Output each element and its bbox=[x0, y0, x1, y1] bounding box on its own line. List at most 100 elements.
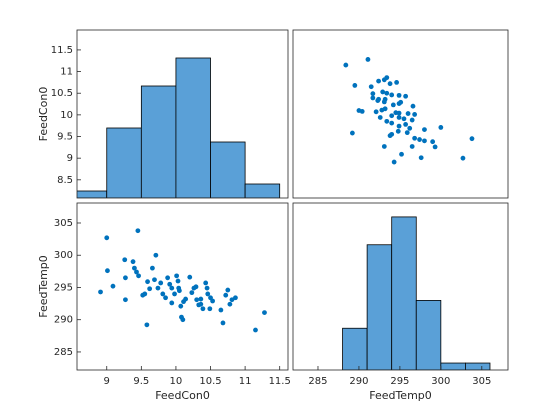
scatter-point bbox=[165, 275, 171, 281]
scatter-point bbox=[163, 295, 168, 301]
scatter-point bbox=[262, 310, 267, 316]
scatter-point bbox=[412, 112, 418, 117]
scatter-point bbox=[153, 252, 159, 258]
scatter-point bbox=[407, 125, 413, 131]
scatter-point bbox=[160, 291, 166, 297]
x-tick-label: 11 bbox=[239, 376, 252, 387]
scatter-point bbox=[422, 127, 427, 132]
scatter-point bbox=[135, 228, 141, 234]
y-tick-label: 9 bbox=[67, 153, 73, 164]
hist-bar bbox=[175, 57, 211, 198]
scatter-point bbox=[220, 320, 226, 326]
scatter-point bbox=[384, 90, 390, 96]
y-axis-label: FeedCon0 bbox=[37, 87, 50, 142]
panel bbox=[342, 216, 491, 370]
scatter-point bbox=[460, 155, 466, 161]
scatter-point bbox=[169, 285, 175, 291]
scatter-point bbox=[105, 268, 110, 274]
y-tick-label: 290 bbox=[54, 315, 73, 326]
scatter-point bbox=[398, 99, 404, 105]
hist-bar bbox=[106, 127, 142, 198]
x-tick-label: 10.5 bbox=[199, 376, 221, 387]
scatter-point bbox=[155, 285, 161, 291]
scatter-point bbox=[123, 297, 128, 303]
scatter-point bbox=[253, 327, 258, 333]
y-tick-label: 10 bbox=[60, 110, 73, 121]
y-tick-label: 8.5 bbox=[57, 175, 73, 186]
scatter-point bbox=[169, 300, 175, 306]
y-tick-label: 11 bbox=[60, 67, 73, 78]
scatter-point bbox=[204, 285, 210, 291]
scatter-point bbox=[176, 288, 182, 294]
scatter-point bbox=[233, 295, 238, 301]
hist-bar bbox=[140, 85, 177, 198]
x-tick-label: 11.5 bbox=[269, 376, 291, 387]
scatter-point bbox=[430, 139, 436, 145]
y-tick-label: 285 bbox=[54, 347, 73, 358]
scatter-point bbox=[403, 93, 409, 99]
hist-bar bbox=[391, 216, 417, 370]
panel-frame bbox=[76, 29, 289, 199]
panel-frame bbox=[292, 202, 509, 371]
scatter-point bbox=[384, 75, 390, 81]
scatter-point bbox=[167, 281, 173, 287]
scatter-point bbox=[412, 135, 418, 141]
scatter-point bbox=[394, 79, 400, 85]
scatter-point bbox=[205, 291, 211, 297]
hist-bar bbox=[440, 362, 466, 370]
x-tick-label: 295 bbox=[390, 376, 409, 387]
scatter-point bbox=[150, 265, 155, 271]
y-tick-label: 300 bbox=[54, 250, 73, 261]
scatter-point bbox=[370, 91, 376, 97]
x-axis-label: FeedTemp0 bbox=[369, 389, 432, 402]
scatter-point bbox=[158, 280, 164, 286]
y-tick-label: 295 bbox=[54, 282, 73, 293]
scatter-point bbox=[403, 121, 409, 127]
panel bbox=[98, 228, 267, 333]
hist-bar bbox=[415, 300, 442, 370]
panel bbox=[77, 57, 281, 198]
x-tick-label: 300 bbox=[431, 376, 450, 387]
scatter-point bbox=[381, 144, 387, 149]
y-tick-label: 11.5 bbox=[51, 45, 73, 56]
scatter-point bbox=[136, 273, 141, 279]
scatter-point bbox=[122, 257, 128, 263]
scatter-point bbox=[134, 269, 139, 275]
scatter-point bbox=[183, 296, 189, 302]
scatter-point bbox=[389, 120, 395, 126]
scatter-point bbox=[389, 131, 395, 137]
scatter-point bbox=[132, 265, 137, 271]
scatter-point bbox=[382, 106, 388, 112]
panel-frame bbox=[76, 202, 289, 371]
scatter-point bbox=[404, 130, 410, 136]
y-tick-label: 305 bbox=[54, 218, 73, 229]
scatter-point bbox=[376, 78, 381, 84]
scatter-point bbox=[123, 275, 128, 281]
scatter-point bbox=[438, 125, 444, 130]
hist-bar bbox=[244, 183, 281, 198]
scatter-point bbox=[401, 116, 407, 122]
scatter-point bbox=[409, 117, 415, 123]
scatter-point bbox=[418, 155, 424, 161]
scatter-point bbox=[144, 322, 150, 328]
scatter-point bbox=[193, 284, 199, 290]
scatter-point bbox=[417, 137, 422, 142]
scatter-point bbox=[349, 130, 355, 136]
scatter-point bbox=[365, 57, 371, 62]
scatter-point bbox=[104, 235, 110, 241]
scatter-point bbox=[145, 279, 150, 285]
scatter-point bbox=[377, 115, 383, 120]
scatter-point bbox=[130, 259, 136, 265]
scatter-point bbox=[380, 89, 386, 95]
scatter-point bbox=[389, 113, 395, 119]
x-axis-label: FeedCon0 bbox=[155, 389, 210, 402]
scatter-point bbox=[391, 159, 397, 165]
scatter-point bbox=[370, 95, 376, 101]
scatter-point bbox=[410, 103, 416, 109]
y-tick-label: 9.5 bbox=[57, 132, 73, 143]
scatter-point bbox=[376, 96, 381, 102]
scatter-point bbox=[187, 274, 193, 280]
y-axis-label: FeedTemp0 bbox=[37, 255, 50, 318]
scatter-point bbox=[218, 307, 224, 313]
